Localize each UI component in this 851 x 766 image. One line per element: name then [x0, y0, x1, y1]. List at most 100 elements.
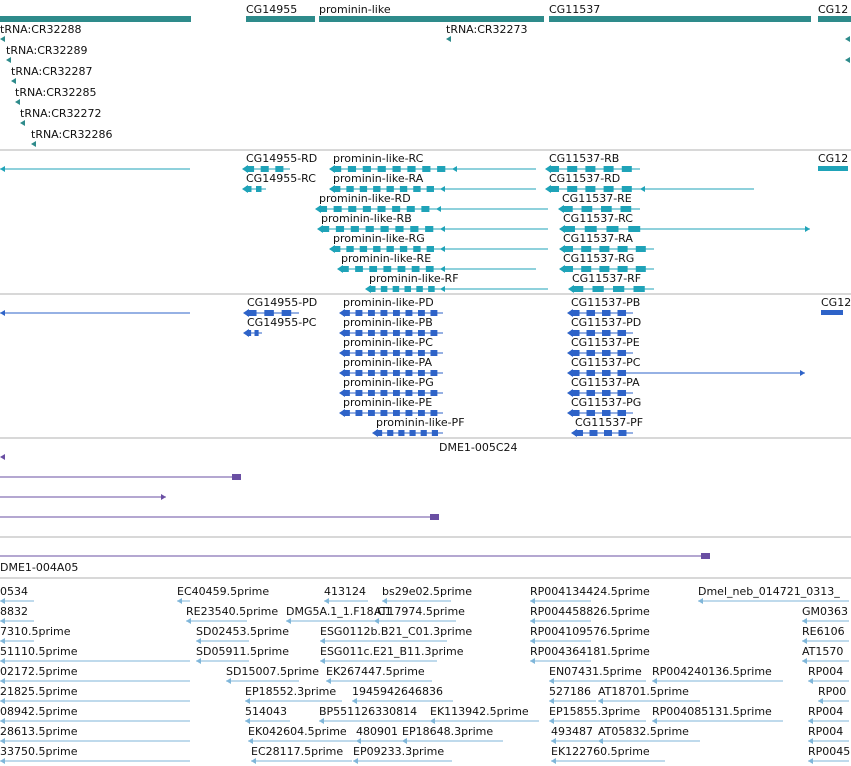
- est-feature[interactable]: [802, 638, 849, 644]
- est-feature[interactable]: [245, 698, 342, 704]
- est-feature[interactable]: [808, 758, 849, 764]
- gene-bar[interactable]: [818, 16, 851, 22]
- exon-block[interactable]: [430, 514, 439, 520]
- transcript-model[interactable]: [567, 349, 633, 357]
- transcript-model[interactable]: [545, 185, 640, 193]
- est-feature[interactable]: [652, 678, 783, 684]
- est-feature[interactable]: [245, 718, 290, 724]
- feature-glyph[interactable]: [436, 206, 548, 212]
- est-feature[interactable]: [802, 618, 849, 624]
- est-feature[interactable]: [698, 598, 849, 604]
- est-feature[interactable]: [0, 658, 190, 664]
- est-feature[interactable]: [808, 678, 849, 684]
- transcript-model[interactable]: [329, 245, 440, 253]
- transcript-model[interactable]: [339, 369, 443, 377]
- transcript-model[interactable]: [559, 245, 654, 253]
- transcript-model[interactable]: [558, 205, 640, 213]
- transcript-model[interactable]: [372, 429, 443, 437]
- gene-bar[interactable]: [549, 16, 811, 22]
- transcript-model[interactable]: [339, 309, 443, 317]
- est-feature[interactable]: [0, 738, 190, 744]
- transcript-model[interactable]: [545, 165, 640, 173]
- gene-bar[interactable]: [0, 16, 191, 22]
- est-feature[interactable]: [818, 698, 849, 704]
- transcript-model[interactable]: [243, 329, 262, 337]
- feature-glyph[interactable]: [440, 246, 548, 252]
- est-feature[interactable]: [177, 598, 190, 604]
- est-feature[interactable]: [374, 618, 456, 624]
- est-feature[interactable]: [248, 738, 356, 744]
- est-feature[interactable]: [551, 758, 665, 764]
- est-feature[interactable]: [530, 598, 591, 604]
- feature-glyph[interactable]: [0, 310, 190, 316]
- feature-glyph[interactable]: [440, 266, 536, 272]
- transcript-model[interactable]: [242, 165, 290, 173]
- feature-glyph[interactable]: [440, 286, 548, 292]
- feature-glyph[interactable]: [0, 166, 190, 172]
- gene-bar[interactable]: [319, 16, 544, 22]
- est-feature[interactable]: [530, 638, 591, 644]
- feature-glyph[interactable]: [452, 166, 536, 172]
- transcript-model[interactable]: [559, 225, 650, 233]
- feature-glyph[interactable]: [640, 186, 754, 192]
- feature-glyph[interactable]: [0, 514, 438, 520]
- est-feature[interactable]: [196, 658, 249, 664]
- transcript-model[interactable]: [567, 309, 633, 317]
- est-feature[interactable]: [530, 658, 591, 664]
- est-feature[interactable]: [0, 638, 34, 644]
- est-feature[interactable]: [808, 718, 849, 724]
- est-feature[interactable]: [598, 698, 700, 704]
- est-feature[interactable]: [286, 618, 379, 624]
- est-feature[interactable]: [352, 698, 453, 704]
- est-feature[interactable]: [549, 698, 596, 704]
- transcript-model[interactable]: [339, 389, 443, 397]
- est-feature[interactable]: [551, 738, 598, 744]
- feature-glyph[interactable]: [0, 494, 166, 500]
- feature-glyph[interactable]: [633, 370, 805, 376]
- gene-bar[interactable]: [246, 16, 315, 22]
- est-feature[interactable]: [652, 718, 783, 724]
- transcript-model[interactable]: [339, 409, 443, 417]
- transcript-model[interactable]: [567, 389, 633, 397]
- feature-glyph[interactable]: [0, 553, 709, 559]
- est-feature[interactable]: [808, 738, 849, 744]
- transcript-model[interactable]: [559, 265, 654, 273]
- transcript-model[interactable]: [329, 185, 440, 193]
- transcript-model[interactable]: [339, 349, 443, 357]
- est-feature[interactable]: [0, 718, 190, 724]
- exon-block[interactable]: [701, 553, 710, 559]
- est-feature[interactable]: [251, 758, 352, 764]
- est-feature[interactable]: [402, 738, 503, 744]
- est-feature[interactable]: [549, 678, 646, 684]
- transcript-model[interactable]: [567, 329, 633, 337]
- est-feature[interactable]: [196, 638, 249, 644]
- est-feature[interactable]: [320, 638, 447, 644]
- transcript-model[interactable]: [571, 429, 633, 437]
- est-feature[interactable]: [802, 658, 849, 664]
- est-feature[interactable]: [326, 678, 432, 684]
- transcript-model[interactable]: [242, 185, 266, 193]
- transcript-model[interactable]: [317, 225, 440, 233]
- est-feature[interactable]: [0, 678, 190, 684]
- est-feature[interactable]: [549, 718, 646, 724]
- est-feature[interactable]: [324, 598, 368, 604]
- feature-glyph[interactable]: [440, 226, 548, 232]
- est-feature[interactable]: [356, 738, 402, 744]
- exon-block[interactable]: [821, 310, 843, 315]
- est-feature[interactable]: [598, 738, 700, 744]
- transcript-model[interactable]: [567, 369, 633, 377]
- transcript-model[interactable]: [568, 285, 654, 293]
- est-feature[interactable]: [0, 598, 34, 604]
- feature-glyph[interactable]: [650, 226, 810, 232]
- est-feature[interactable]: [382, 598, 451, 604]
- transcript-model[interactable]: [567, 409, 633, 417]
- feature-glyph[interactable]: [440, 186, 536, 192]
- est-feature[interactable]: [0, 758, 190, 764]
- transcript-model[interactable]: [339, 329, 443, 337]
- transcript-model[interactable]: [365, 285, 440, 293]
- est-feature[interactable]: [0, 698, 190, 704]
- feature-glyph[interactable]: [0, 474, 240, 480]
- est-feature[interactable]: [353, 758, 452, 764]
- est-feature[interactable]: [430, 718, 539, 724]
- transcript-model[interactable]: [329, 165, 452, 173]
